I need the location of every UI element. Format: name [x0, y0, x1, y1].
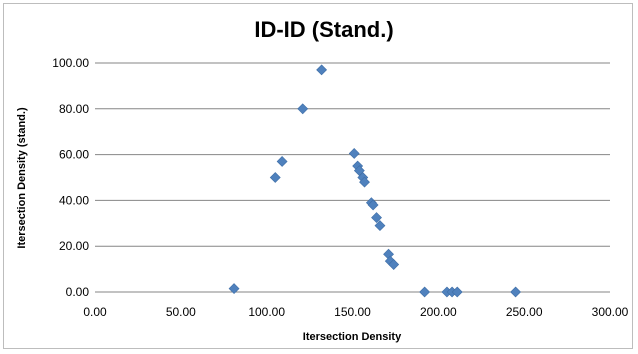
y-tick-label: 0.00: [66, 285, 90, 299]
data-point: [451, 286, 463, 298]
y-tick-label: 40.00: [59, 193, 89, 207]
data-point: [297, 103, 309, 115]
data-points: [228, 64, 522, 298]
x-tick-label: 100.00: [248, 305, 285, 319]
data-point: [510, 286, 522, 298]
data-point: [348, 148, 360, 159]
data-point: [367, 199, 379, 211]
data-point: [419, 286, 431, 298]
data-point: [228, 283, 240, 294]
x-tick-label: 300.00: [592, 305, 629, 319]
chart-title: ID-ID (Stand.): [254, 17, 393, 42]
data-point: [359, 176, 370, 188]
y-tick-label: 100.00: [52, 56, 89, 70]
x-tick-label: 0.00: [83, 305, 107, 319]
y-axis-title: Itersection Density (stand.): [16, 107, 28, 249]
x-axis-title: Itersection Density: [303, 331, 402, 343]
data-point: [371, 212, 382, 223]
tick-labels: 0.00 20.00 40.00 60.00 80.00 100.00 0.00 50.00 1…: [52, 56, 628, 319]
data-point: [374, 220, 386, 232]
x-tick-label: 150.00: [334, 305, 371, 319]
data-point: [316, 64, 328, 76]
gridlines: [95, 62, 610, 247]
y-tick-label: 80.00: [59, 102, 89, 116]
data-point: [388, 259, 400, 270]
chart-frame: [3, 3, 633, 349]
x-tick-label: 200.00: [420, 305, 457, 319]
y-tick-label: 60.00: [59, 148, 89, 162]
data-point: [276, 156, 288, 167]
x-tick-label: 50.00: [166, 305, 196, 319]
x-tick-label: 250.00: [506, 305, 543, 319]
y-tick-label: 20.00: [59, 239, 89, 253]
data-point: [269, 172, 281, 183]
